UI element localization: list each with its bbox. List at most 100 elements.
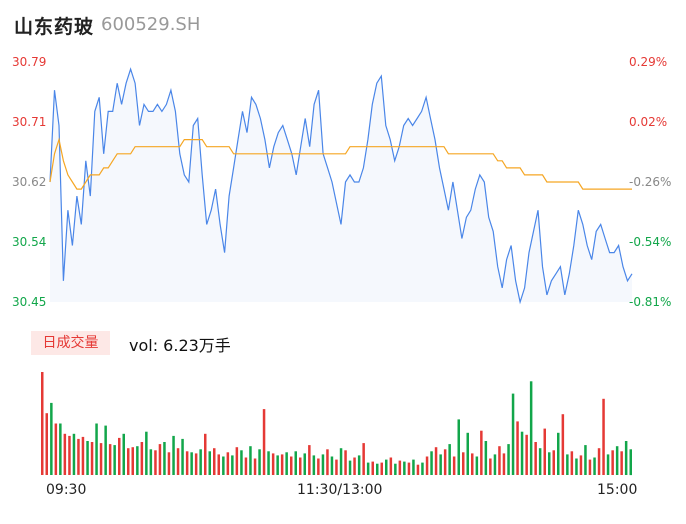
volume-bar <box>95 423 98 475</box>
volume-bar <box>416 464 420 475</box>
volume-bar <box>344 450 347 475</box>
volume-bar <box>86 441 89 475</box>
volume-bar <box>611 450 614 475</box>
volume-bar <box>566 454 569 475</box>
volume-bar <box>538 448 542 475</box>
volume-bar <box>176 448 180 475</box>
volume-bar <box>385 459 388 475</box>
volume-bar <box>190 452 193 475</box>
volume-bar <box>412 459 415 475</box>
volume-bar <box>471 453 474 475</box>
volume-bar <box>244 457 248 475</box>
volume-bar <box>267 451 270 475</box>
volume-bar <box>299 457 302 475</box>
volume-bar <box>258 449 261 476</box>
volume-bar <box>290 456 293 475</box>
volume-bar <box>249 446 252 475</box>
volume-bar <box>593 457 596 475</box>
y-right-tick-1: 0.29% <box>629 55 668 69</box>
volume-bar <box>253 458 257 475</box>
volume-bar <box>462 452 465 475</box>
volume-bar <box>68 435 71 475</box>
volume-bar <box>389 457 393 475</box>
volume-bar <box>421 462 424 475</box>
volume-bar <box>489 458 492 475</box>
volume-bar <box>308 445 311 475</box>
stock-name: 山东药玻 <box>14 16 95 38</box>
volume-bar <box>588 459 592 475</box>
volume-bar <box>172 435 175 475</box>
volume-bar <box>330 456 334 475</box>
y-right-tick-4: -0.54% <box>629 235 672 249</box>
volume-bar <box>54 423 58 475</box>
volume-bar <box>167 452 171 475</box>
volume-bar <box>339 448 343 475</box>
volume-bar <box>353 457 356 475</box>
volume-bar <box>285 452 288 475</box>
volume-bar <box>122 433 125 475</box>
volume-bar <box>41 372 44 475</box>
volume-bar <box>131 447 134 475</box>
volume-bar <box>552 450 555 475</box>
volume-bar <box>326 449 329 476</box>
volume-bar <box>81 436 85 475</box>
volume-bar <box>348 460 352 475</box>
volume-bar <box>394 463 397 475</box>
x-tick-close: 15:00 <box>597 482 638 498</box>
volume-bar <box>50 402 53 475</box>
volume-bar <box>448 444 451 475</box>
volume-bar <box>452 456 456 475</box>
y-right-tick-2: 0.02% <box>629 115 668 129</box>
volume-badge[interactable]: 日成交量 <box>31 331 110 355</box>
y-left-tick-2: 30.71 <box>12 115 47 129</box>
volume-bar <box>217 454 220 475</box>
volume-bar <box>606 454 610 475</box>
volume-bar <box>335 459 338 475</box>
volume-bar <box>235 447 239 475</box>
stock-code: 600529.SH <box>101 14 201 35</box>
volume-bar <box>529 381 533 475</box>
price-line <box>49 67 633 305</box>
volume-bar <box>222 456 225 475</box>
volume-bar <box>443 449 447 476</box>
volume-bar <box>45 413 48 475</box>
volume-bar <box>108 444 112 475</box>
volume-bar <box>357 455 361 475</box>
volume-bar <box>534 442 537 475</box>
volume-bar <box>294 451 297 475</box>
volume-bar <box>484 441 488 475</box>
volume-bar <box>303 453 306 475</box>
volume-bar <box>543 428 546 475</box>
volume-bar <box>425 456 429 475</box>
volume-bar <box>548 452 551 475</box>
volume-bar <box>158 444 162 475</box>
volume-bar <box>149 449 153 476</box>
volume-bar <box>407 462 411 475</box>
volume-readout: vol: 6.23万手 <box>129 336 231 355</box>
volume-bar <box>213 448 216 475</box>
volume-bar <box>90 442 94 475</box>
price-area-fill <box>50 69 632 302</box>
volume-bar <box>99 443 103 475</box>
volume-bar <box>579 455 583 475</box>
volume-bar <box>398 460 402 475</box>
volume-bar <box>430 451 433 475</box>
volume-bar <box>240 450 243 475</box>
volume-bar <box>194 453 198 475</box>
volume-bar <box>104 425 107 475</box>
volume-bar <box>262 409 266 475</box>
volume-bar <box>629 449 632 476</box>
volume-bar <box>376 463 379 475</box>
volume-bar <box>557 432 560 475</box>
volume-bar <box>280 454 284 475</box>
volume-bar <box>317 458 320 475</box>
volume-bar <box>502 453 506 475</box>
y-left-tick-3: 30.62 <box>12 175 47 189</box>
volume-bar <box>520 431 524 475</box>
volume-bar <box>72 433 76 475</box>
volume-bar <box>118 437 121 475</box>
volume-bar <box>624 441 628 475</box>
volume-bar <box>154 450 157 475</box>
volume-bar <box>208 451 211 475</box>
